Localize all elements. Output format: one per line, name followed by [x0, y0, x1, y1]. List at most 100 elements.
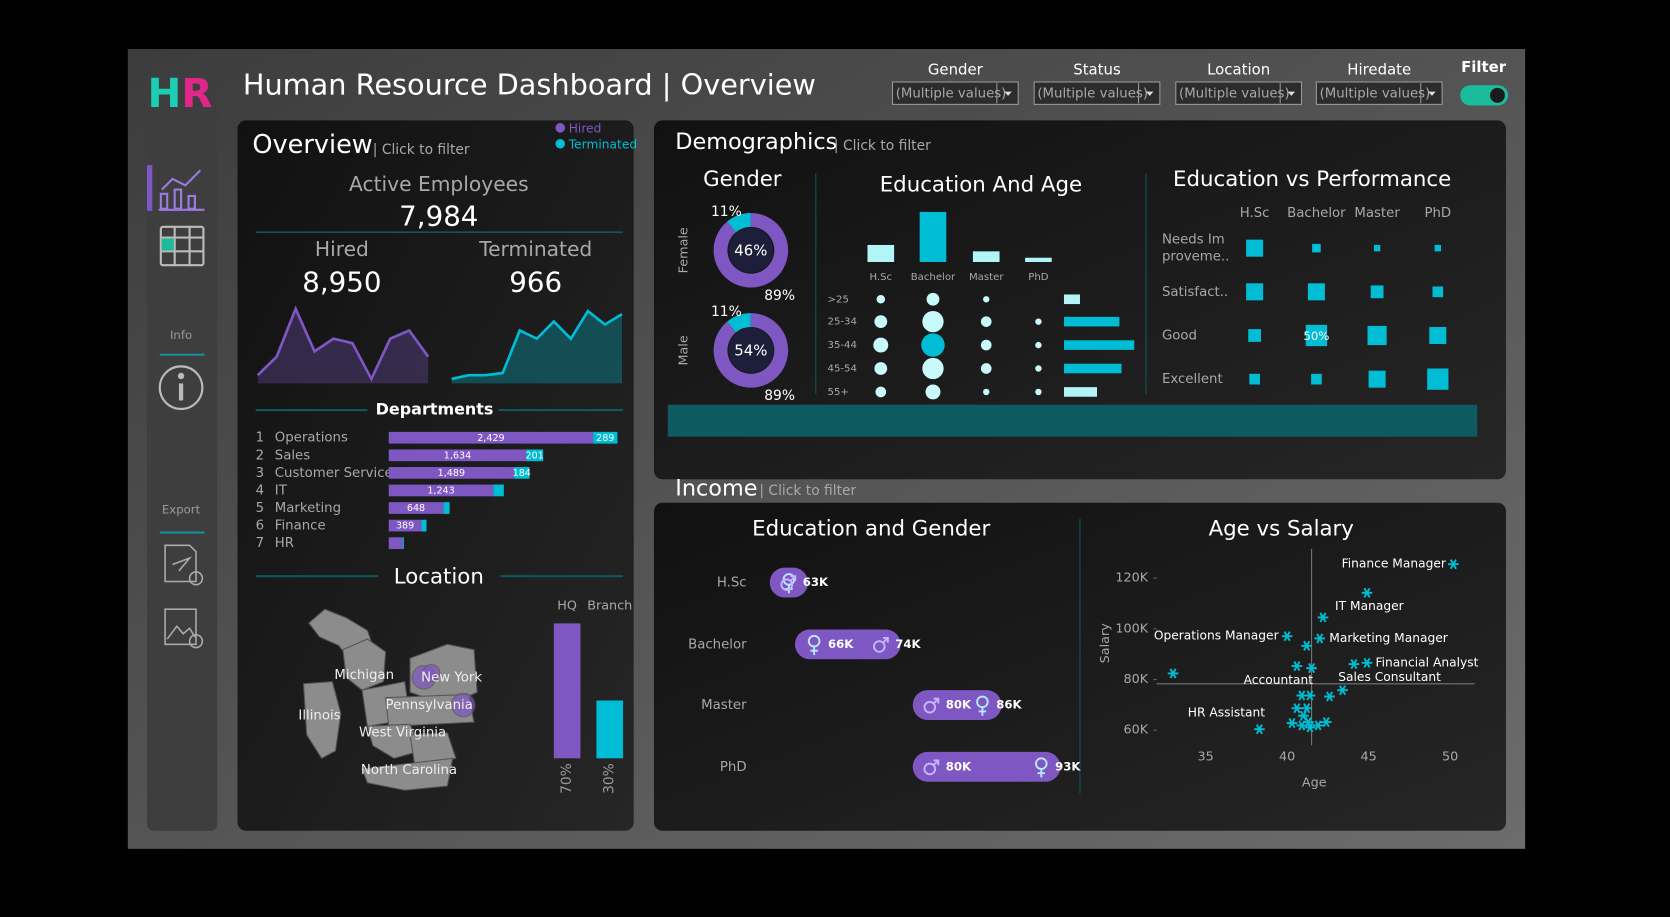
point[interactable] [1306, 663, 1317, 674]
bar[interactable] [388, 467, 515, 479]
overview-hint[interactable]: | Click to filter [373, 142, 470, 158]
point[interactable] [1291, 661, 1303, 672]
range-pill [794, 629, 901, 660]
filter-dropdown[interactable] [1175, 81, 1303, 105]
point[interactable] [1314, 633, 1326, 644]
cell[interactable] [1246, 239, 1264, 257]
bar-label: 70% [559, 763, 575, 794]
bar[interactable] [388, 537, 403, 550]
cell[interactable] [1434, 244, 1442, 252]
point[interactable] [1301, 640, 1313, 651]
bar[interactable] [514, 467, 530, 479]
department-name: Marketing [275, 501, 341, 516]
point[interactable] [1320, 717, 1332, 728]
filter-dropdown[interactable] [1315, 81, 1443, 105]
symbol-arrow [882, 637, 889, 644]
point[interactable] [1291, 703, 1303, 714]
bar[interactable] [388, 519, 422, 532]
bar[interactable] [919, 211, 947, 262]
filter-dropdown[interactable] [891, 81, 1019, 105]
bar[interactable] [402, 537, 404, 550]
state-label: New York [421, 670, 482, 685]
bar-label: 648 [407, 503, 425, 514]
cell[interactable] [1246, 283, 1264, 301]
filter-dropdown[interactable] [1033, 81, 1161, 105]
point[interactable] [1337, 685, 1348, 696]
bar[interactable] [593, 431, 618, 444]
bar[interactable] [526, 449, 544, 462]
nav-table[interactable] [159, 225, 205, 267]
demographics-hint[interactable]: | Click to filter [834, 138, 931, 154]
cell[interactable] [1305, 324, 1328, 347]
bar[interactable] [388, 449, 527, 462]
bar-label: 1,243 [427, 485, 454, 496]
point-label: Sales Consultant [1338, 670, 1441, 684]
value-label: 66K [828, 637, 854, 651]
cell[interactable] [1368, 370, 1386, 388]
bar[interactable] [1063, 387, 1097, 397]
cell[interactable] [1312, 243, 1321, 253]
bar[interactable] [493, 484, 504, 497]
cell[interactable] [1307, 283, 1325, 301]
bar[interactable] [553, 623, 581, 759]
bar[interactable] [1025, 257, 1052, 262]
point[interactable] [1312, 720, 1324, 731]
bar[interactable] [443, 502, 450, 514]
point[interactable] [1254, 724, 1265, 735]
bar[interactable] [867, 244, 895, 262]
point[interactable] [1361, 587, 1373, 598]
bar[interactable] [421, 519, 427, 532]
x-axis-label: Age [1302, 775, 1327, 790]
point[interactable] [1298, 710, 1309, 721]
point[interactable] [1167, 668, 1179, 679]
bar[interactable] [388, 484, 494, 497]
bubble [1035, 318, 1042, 325]
cell[interactable] [1367, 325, 1387, 346]
value-label: 80K [946, 759, 972, 773]
department-name: HR [275, 536, 294, 551]
gender-label: Male [676, 335, 691, 365]
kpi-label: Terminated [478, 237, 592, 261]
bar[interactable] [596, 700, 624, 759]
bubble [874, 315, 888, 329]
category-label: Bachelor [688, 637, 747, 652]
bar[interactable] [1063, 316, 1120, 327]
kpi-label: Active Employees [349, 172, 529, 196]
point[interactable] [1348, 658, 1360, 670]
bar-label: 1,489 [438, 468, 465, 479]
point[interactable] [1448, 559, 1459, 570]
nav-overview[interactable] [158, 169, 205, 211]
bar[interactable] [1063, 340, 1135, 350]
point[interactable] [1361, 657, 1373, 668]
point[interactable] [1317, 612, 1329, 623]
bubble [876, 295, 886, 304]
filter-label: Gender [928, 60, 984, 78]
bar[interactable] [1063, 294, 1080, 305]
point[interactable] [1324, 691, 1335, 702]
cell[interactable] [1249, 373, 1260, 385]
bar[interactable] [972, 251, 1000, 262]
cell[interactable] [1248, 329, 1262, 342]
export-pdf[interactable] [164, 544, 204, 586]
point[interactable] [1281, 631, 1293, 642]
point[interactable] [1304, 690, 1316, 701]
cell[interactable] [1373, 244, 1381, 252]
bar[interactable] [1063, 363, 1122, 374]
income-hint[interactable]: | Click to filter [759, 483, 856, 499]
cell[interactable] [1427, 368, 1449, 390]
nav-info[interactable] [158, 365, 204, 411]
point[interactable] [1301, 703, 1313, 714]
cell[interactable] [1429, 326, 1447, 345]
bar[interactable] [388, 502, 444, 514]
symbol-arrow [932, 759, 940, 766]
export-image[interactable] [164, 608, 204, 649]
bar[interactable] [388, 431, 594, 444]
point[interactable] [1296, 720, 1308, 731]
map[interactable] [302, 608, 478, 791]
scroll-band [667, 404, 1478, 437]
cell[interactable] [1311, 373, 1322, 385]
cell[interactable] [1370, 285, 1384, 299]
cell[interactable] [1432, 286, 1444, 298]
point[interactable] [1304, 722, 1316, 733]
point[interactable] [1286, 718, 1298, 729]
